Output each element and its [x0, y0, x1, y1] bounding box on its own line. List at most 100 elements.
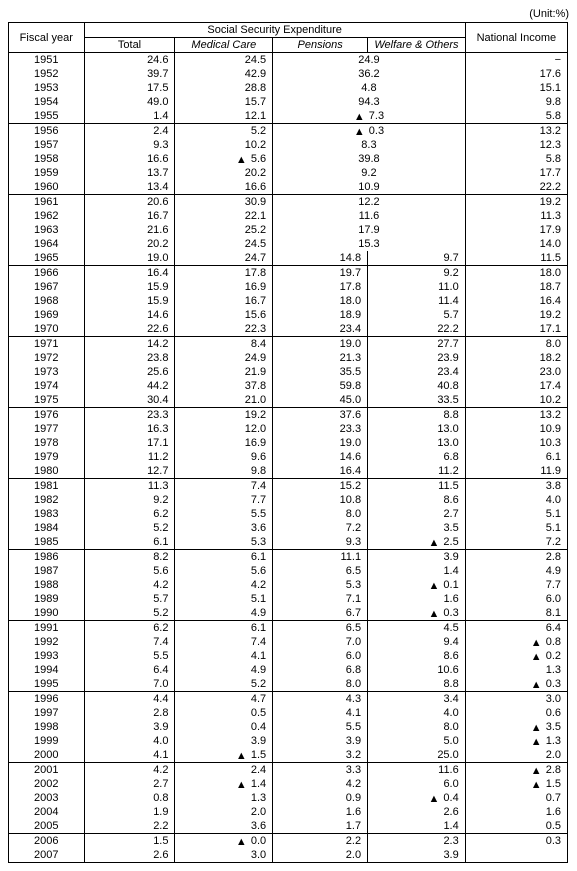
- total-cell: 2.6: [84, 848, 175, 863]
- medical-cell: 15.7: [175, 95, 273, 109]
- total-cell: 19.0: [84, 251, 175, 266]
- medical-cell: 16.7: [175, 294, 273, 308]
- year-cell: 1967: [9, 280, 85, 294]
- ni-cell: 11.9: [465, 464, 567, 479]
- pensions-cell: 7.1: [273, 592, 368, 606]
- pensions-cell: 19.7: [273, 266, 368, 281]
- welfare-cell: 9.4: [368, 635, 466, 649]
- total-cell: 6.1: [84, 535, 175, 550]
- total-cell: 8.2: [84, 550, 175, 565]
- total-cell: 15.9: [84, 280, 175, 294]
- total-cell: 13.4: [84, 180, 175, 195]
- total-cell: 2.8: [84, 706, 175, 720]
- medical-cell: 3.6: [175, 819, 273, 834]
- year-cell: 1959: [9, 166, 85, 180]
- year-cell: 1973: [9, 365, 85, 379]
- ni-cell: 2.0: [465, 748, 567, 763]
- welfare-cell: 4.5: [368, 621, 466, 636]
- medical-cell: 4.2: [175, 578, 273, 592]
- year-cell: 1952: [9, 67, 85, 81]
- pensions-cell: 45.0: [273, 393, 368, 408]
- medical-cell: 10.2: [175, 138, 273, 152]
- total-cell: 22.6: [84, 322, 175, 337]
- pensions-cell: 6.5: [273, 621, 368, 636]
- pensions-welfare-merged-cell: 4.8: [273, 81, 466, 95]
- year-cell: 1999: [9, 734, 85, 748]
- total-cell: 12.7: [84, 464, 175, 479]
- ni-cell: 0.3: [465, 834, 567, 849]
- ni-cell: 15.1: [465, 81, 567, 95]
- year-cell: 1964: [9, 237, 85, 251]
- medical-cell: 2.0: [175, 805, 273, 819]
- year-cell: 1994: [9, 663, 85, 677]
- welfare-cell: 6.8: [368, 450, 466, 464]
- total-cell: 25.6: [84, 365, 175, 379]
- pensions-cell: 15.2: [273, 479, 368, 494]
- header-welfare: Welfare & Others: [368, 38, 466, 53]
- year-cell: 1986: [9, 550, 85, 565]
- ni-cell: 1.3: [465, 663, 567, 677]
- medical-cell: 37.8: [175, 379, 273, 393]
- pensions-cell: 0.9: [273, 791, 368, 805]
- medical-cell: 1.3: [175, 791, 273, 805]
- ni-cell: ▲ 0.2: [465, 649, 567, 663]
- total-cell: 2.2: [84, 819, 175, 834]
- ni-cell: 0.7: [465, 791, 567, 805]
- header-pensions: Pensions: [273, 38, 368, 53]
- ni-cell: 11.5: [465, 251, 567, 266]
- welfare-cell: 5.0: [368, 734, 466, 748]
- medical-cell: 24.7: [175, 251, 273, 266]
- medical-cell: 2.4: [175, 763, 273, 778]
- ni-cell: 4.0: [465, 493, 567, 507]
- medical-cell: 25.2: [175, 223, 273, 237]
- year-cell: 1996: [9, 692, 85, 707]
- total-cell: 16.3: [84, 422, 175, 436]
- pensions-cell: 6.7: [273, 606, 368, 621]
- pensions-welfare-merged-cell: 17.9: [273, 223, 466, 237]
- medical-cell: 6.1: [175, 550, 273, 565]
- total-cell: 39.7: [84, 67, 175, 81]
- ni-cell: 13.2: [465, 408, 567, 423]
- year-cell: 1982: [9, 493, 85, 507]
- year-cell: 2001: [9, 763, 85, 778]
- welfare-cell: 8.8: [368, 408, 466, 423]
- ni-cell: 18.2: [465, 351, 567, 365]
- year-cell: 1974: [9, 379, 85, 393]
- welfare-cell: 6.0: [368, 777, 466, 791]
- year-cell: 1966: [9, 266, 85, 281]
- medical-cell: ▲ 0.0: [175, 834, 273, 849]
- pensions-welfare-merged-cell: ▲ 0.3: [273, 124, 466, 139]
- total-cell: 1.4: [84, 109, 175, 124]
- total-cell: 15.9: [84, 294, 175, 308]
- pensions-cell: 37.6: [273, 408, 368, 423]
- welfare-cell: 9.7: [368, 251, 466, 266]
- ni-cell: 10.9: [465, 422, 567, 436]
- pensions-welfare-merged-cell: 11.6: [273, 209, 466, 223]
- year-cell: 1954: [9, 95, 85, 109]
- year-cell: 1990: [9, 606, 85, 621]
- header-medical: Medical Care: [175, 38, 273, 53]
- year-cell: 1977: [9, 422, 85, 436]
- medical-cell: 5.3: [175, 535, 273, 550]
- medical-cell: 16.9: [175, 436, 273, 450]
- year-cell: 1989: [9, 592, 85, 606]
- ni-cell: 17.1: [465, 322, 567, 337]
- medical-cell: 21.9: [175, 365, 273, 379]
- total-cell: 3.9: [84, 720, 175, 734]
- medical-cell: 12.1: [175, 109, 273, 124]
- ni-cell: 6.0: [465, 592, 567, 606]
- year-cell: 1958: [9, 152, 85, 166]
- year-cell: 1993: [9, 649, 85, 663]
- medical-cell: 9.8: [175, 464, 273, 479]
- medical-cell: 3.6: [175, 521, 273, 535]
- welfare-cell: 11.4: [368, 294, 466, 308]
- ni-cell: 17.6: [465, 67, 567, 81]
- pensions-cell: 11.1: [273, 550, 368, 565]
- welfare-cell: 11.5: [368, 479, 466, 494]
- welfare-cell: 8.0: [368, 720, 466, 734]
- year-cell: 1984: [9, 521, 85, 535]
- total-cell: 20.6: [84, 195, 175, 210]
- ni-cell: 19.2: [465, 308, 567, 322]
- year-cell: 1961: [9, 195, 85, 210]
- total-cell: 2.7: [84, 777, 175, 791]
